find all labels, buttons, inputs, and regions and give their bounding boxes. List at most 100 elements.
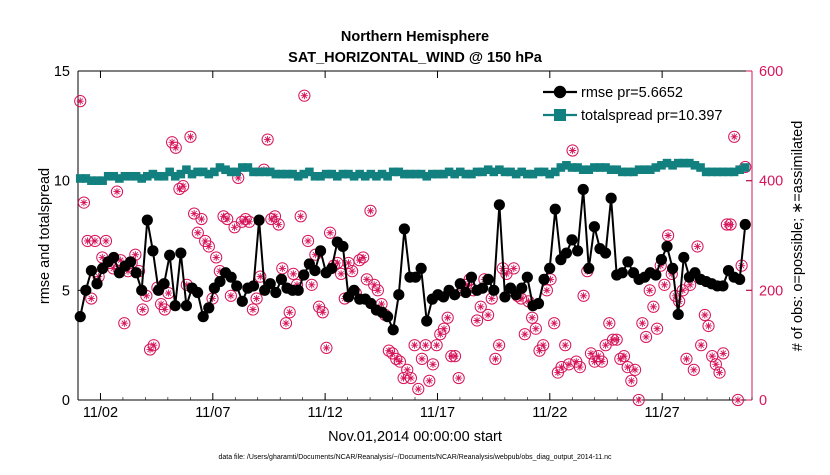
obs-assimilated-star: [87, 294, 95, 303]
obs-assimilated-star: [392, 355, 400, 363]
obs-assimilated-star: [190, 209, 198, 218]
totalspread-marker: [126, 171, 135, 181]
obs-marker: [489, 352, 502, 365]
x-tick-label: 11/07: [195, 405, 230, 421]
rmse-marker: [544, 262, 556, 274]
obs-assimilated-star: [150, 341, 158, 349]
obs-possible-circle: [518, 328, 531, 341]
y-right-tick-label: 600: [759, 64, 783, 80]
obs-assimilated-star: [539, 341, 547, 349]
totalspread-marker: [523, 169, 532, 179]
obs-marker: [393, 355, 406, 368]
totalspread-marker: [444, 167, 454, 177]
obs-assimilated-star: [664, 231, 672, 240]
rmse-marker: [180, 300, 193, 312]
rmse-marker: [409, 271, 422, 283]
rmse-marker: [588, 221, 600, 233]
obs-marker: [382, 344, 395, 357]
totalspread-marker: [668, 161, 677, 170]
totalspread-marker: [221, 165, 230, 174]
totalspread-marker: [673, 158, 683, 168]
totalspread-marker: [143, 171, 152, 181]
plot-area: 0 5 10 15 0 200 400 600 11/02 11/07 11/12 11/17 11/2…: [54, 64, 783, 421]
totalspread-marker: [634, 165, 644, 174]
obs-possible-circle: [529, 322, 542, 335]
y-left-tick-label: 0: [62, 393, 70, 409]
totalspread-marker: [735, 165, 744, 174]
totalspread-marker: [92, 176, 102, 185]
obs-marker: [507, 262, 520, 275]
obs-assimilated-star: [205, 242, 213, 251]
obs-assimilated-star: [646, 286, 654, 294]
obs-assimilated-star: [124, 267, 132, 275]
totalspread-marker: [411, 169, 420, 179]
rmse-marker: [521, 271, 533, 283]
obs-possible-circle: [621, 361, 634, 374]
totalspread-marker: [511, 169, 521, 179]
obs-assimilated-star: [238, 218, 246, 226]
obs-marker: [577, 289, 590, 302]
obs-marker: [698, 308, 711, 322]
totalspread-marker: [170, 171, 180, 181]
obs-possible-circle: [691, 240, 704, 253]
rmse-marker: [309, 264, 321, 277]
obs-marker: [474, 300, 487, 313]
obs-possible-circle: [492, 339, 506, 352]
obs-marker: [709, 358, 722, 371]
obs-marker: [415, 352, 429, 365]
totalspread-marker: [243, 163, 253, 172]
obs-possible-circle: [301, 234, 315, 248]
totalspread-marker: [366, 169, 376, 179]
rmse-marker: [454, 278, 466, 290]
obs-assimilated-star: [109, 264, 117, 272]
rmse-marker: [264, 278, 276, 290]
obs-possible-circle: [474, 300, 487, 313]
obs-assimilated-star: [91, 237, 99, 245]
obs-assimilated-star: [311, 251, 319, 259]
rmse-marker: [108, 251, 120, 264]
obs-assimilated-star: [697, 341, 705, 349]
obs-possible-circle: [658, 278, 671, 291]
rmse-marker: [482, 273, 494, 285]
rmse-marker: [326, 262, 338, 274]
totalspread-marker: [455, 167, 465, 177]
obs-assimilated-star: [719, 349, 727, 357]
totalspread-marker: [483, 165, 493, 174]
obs-possible-circle: [210, 251, 223, 264]
totalspread-marker: [662, 158, 672, 168]
obs-possible-circle: [548, 317, 561, 330]
obs-possible-circle: [177, 180, 190, 193]
obs-assimilated-star: [223, 215, 231, 223]
obs-possible-circle: [393, 355, 406, 368]
obs-assimilated-star: [164, 289, 173, 297]
obs-possible-circle: [595, 355, 609, 368]
obs-marker: [680, 352, 693, 365]
obs-possible-circle: [382, 344, 395, 357]
obs-assimilated-star: [627, 377, 635, 385]
obs-possible-circle: [279, 317, 293, 330]
obs-assimilated-star: [418, 355, 426, 363]
totalspread-marker: [165, 167, 174, 177]
totalspread-marker: [355, 169, 364, 179]
obs-marker: [658, 278, 671, 291]
rmse-marker: [387, 324, 399, 336]
totalspread-marker: [215, 163, 225, 172]
obs-assimilated-star: [546, 275, 555, 283]
obs-assimilated-star: [609, 336, 617, 344]
obs-possible-circle: [158, 303, 171, 316]
obs-assimilated-star: [219, 212, 228, 220]
totalspread-marker: [550, 167, 560, 177]
totalspread-marker: [718, 167, 728, 177]
rmse-marker: [616, 267, 628, 279]
obs-assimilated-star: [80, 199, 88, 207]
obs-assimilated-star: [370, 281, 378, 289]
rmse-marker: [661, 240, 673, 253]
obs-possible-circle: [364, 204, 377, 217]
rmse-marker: [141, 214, 153, 226]
rmse-marker: [393, 289, 405, 301]
rmse-marker: [532, 297, 545, 310]
y-right-tick-label: 0: [759, 393, 767, 409]
obs-assimilated-star: [726, 220, 735, 229]
totalspread-marker: [238, 163, 247, 172]
totalspread-marker: [372, 171, 381, 181]
